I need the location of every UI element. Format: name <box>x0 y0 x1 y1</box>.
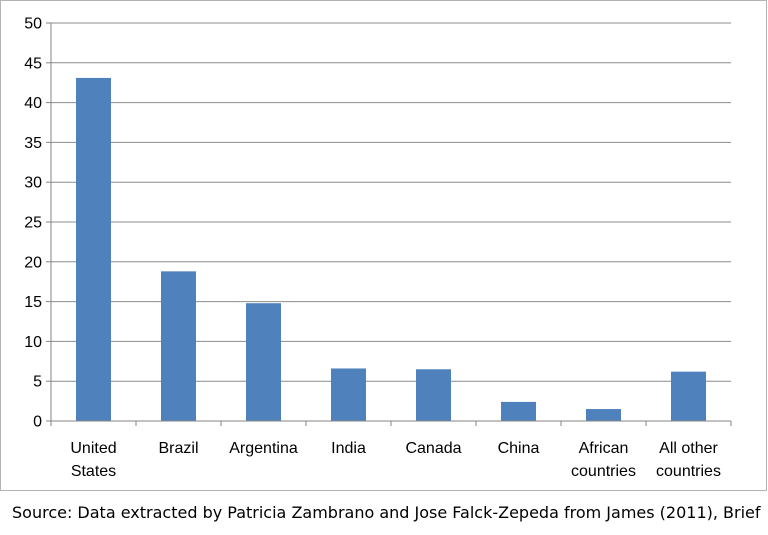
y-tick-label: 40 <box>24 95 42 112</box>
bar-6 <box>586 409 621 421</box>
caption-area: Source: Data extracted by Patricia Zambr… <box>0 491 768 535</box>
bar-4 <box>416 369 451 421</box>
x-tick-label: United States <box>70 440 116 480</box>
source-caption: Source: Data extracted by Patricia Zambr… <box>12 503 761 522</box>
x-tick-label: China <box>498 440 540 457</box>
bar-1 <box>161 271 196 421</box>
y-tick-label: 0 <box>33 414 42 431</box>
x-tick-label: Brazil <box>158 440 198 457</box>
bar-5 <box>501 401 536 421</box>
axes <box>46 22 732 426</box>
bar-2 <box>246 303 281 421</box>
x-tick-label: Argentina <box>229 440 298 457</box>
bar-7 <box>671 371 706 421</box>
y-tick-label: 45 <box>24 55 42 72</box>
x-tick-label: African countries <box>571 440 636 480</box>
x-tick-labels: United States Brazil Argentina India Canada Ch… <box>70 440 721 480</box>
y-tick-label: 5 <box>33 374 42 391</box>
y-tick-label: 35 <box>24 135 42 152</box>
y-tick-labels: 0 5 10 15 20 25 30 35 40 45 50 <box>24 16 42 431</box>
bars <box>76 77 706 421</box>
x-tick-label: Canada <box>405 440 461 457</box>
caption-second-line: … <box>12 527 28 535</box>
gridlines <box>51 22 731 382</box>
bar-3 <box>331 368 366 421</box>
bar-chart: 0 5 10 15 20 25 30 35 40 45 50 United States Brazil A… <box>24 16 732 480</box>
y-tick-label: 50 <box>24 16 42 33</box>
chart-frame: 0 5 10 15 20 25 30 35 40 45 50 United States Brazil A… <box>0 0 767 491</box>
y-tick-label: 20 <box>24 254 42 271</box>
x-tick-label: India <box>331 440 366 457</box>
y-tick-label: 30 <box>24 175 42 192</box>
x-tick-label: All other countries <box>656 440 721 480</box>
bar-0 <box>76 77 111 421</box>
y-tick-label: 25 <box>24 215 42 232</box>
y-tick-label: 10 <box>24 334 42 351</box>
y-tick-label: 15 <box>24 294 42 311</box>
